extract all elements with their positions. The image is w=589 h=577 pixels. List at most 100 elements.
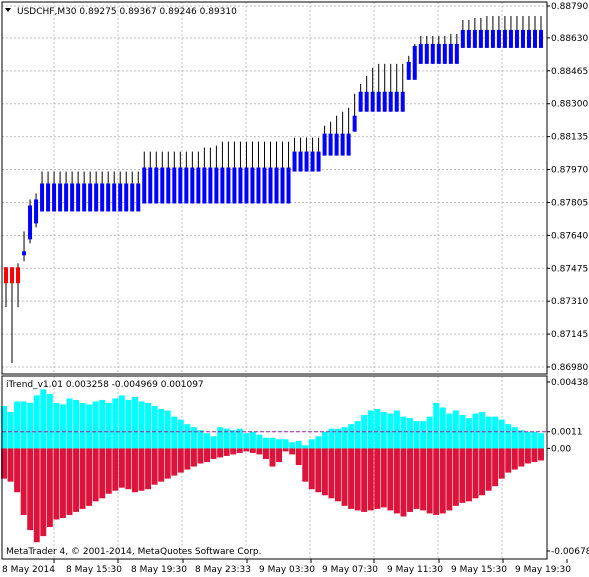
candle-body (214, 167, 219, 204)
candle (226, 141, 231, 204)
histogram-bar-negative (190, 448, 197, 467)
histogram-bar-positive (459, 415, 466, 449)
candle-body (490, 29, 495, 48)
histogram-bar-positive (505, 424, 512, 449)
histogram-bar-positive (407, 418, 413, 449)
indicator-pane[interactable]: 0.004386 0.0011 0.00 -0.006782 iTrend_v1.01… (1, 375, 589, 560)
histogram-bar-negative (276, 448, 283, 462)
candle-body (160, 167, 165, 204)
histogram-bar-negative (452, 448, 459, 506)
price-label: 0.87310 (551, 297, 588, 307)
histogram-bar-negative (439, 448, 446, 514)
histogram-bar-negative (459, 448, 466, 503)
histogram-bar-positive (112, 398, 119, 449)
histogram-bar-negative (66, 448, 73, 515)
price-pane[interactable]: 0.88790 0.88630 0.88465 0.88300 0.88135 0.879… (1, 1, 588, 375)
indicator-pane-frame (1, 375, 548, 560)
candle (70, 171, 75, 212)
histogram-bar-negative (262, 448, 269, 459)
histogram-bar-negative (407, 448, 413, 512)
candle-body (274, 167, 279, 204)
histogram-bar-positive (374, 409, 381, 449)
candle (46, 171, 51, 212)
histogram-bar-positive (328, 428, 335, 449)
candle-body (232, 167, 237, 204)
histogram-bar-negative (433, 448, 440, 515)
candle (388, 63, 393, 112)
histogram-bar-positive (40, 389, 47, 449)
indicator-title: iTrend_v1.01 0.003258 -0.004969 0.001097 (6, 380, 204, 390)
time-label: 8 May 23:33 (195, 565, 251, 575)
candle (10, 267, 15, 364)
candle (190, 151, 195, 204)
price-label: 0.87805 (551, 198, 588, 208)
histogram-bar-negative (289, 448, 296, 455)
histogram-bar-negative (14, 448, 21, 493)
histogram-bar-negative (367, 448, 374, 511)
candle (28, 199, 33, 244)
candle (292, 137, 297, 172)
candle-body (394, 91, 399, 112)
candle-body (364, 91, 369, 112)
candle-body (514, 29, 519, 48)
candle-body (130, 183, 135, 212)
candle (472, 17, 477, 48)
histogram-bar-positive (223, 428, 230, 449)
candle (466, 19, 471, 48)
candle (184, 151, 189, 204)
candle (418, 35, 423, 64)
histogram-bar-positive (518, 430, 525, 449)
histogram-bar-negative (511, 448, 518, 470)
histogram-bar-positive (230, 430, 237, 449)
histogram-bar-positive (164, 410, 171, 449)
histogram-bar-negative (151, 448, 158, 485)
candle (436, 35, 441, 64)
histogram-bar-negative (125, 448, 132, 490)
histogram-bar-negative (393, 448, 400, 514)
histogram-bar-negative (53, 448, 60, 520)
histogram-bar-positive (86, 404, 93, 449)
candle-body (280, 167, 285, 204)
indicator-label: 0.004386 (551, 378, 589, 388)
candle-body (100, 183, 105, 212)
candle-body (112, 183, 117, 212)
candle-body (430, 43, 435, 64)
candle-body (76, 183, 81, 212)
histogram-bar-positive (46, 393, 53, 449)
histogram-bar-negative (269, 448, 276, 467)
candle-body (502, 29, 507, 48)
histogram-bar-negative (315, 448, 322, 493)
indicator-axis: 0.004386 0.0011 0.00 -0.006782 (547, 378, 589, 557)
histogram-bar-positive (348, 424, 355, 449)
candle (22, 231, 27, 262)
price-label: 0.87475 (551, 264, 588, 274)
dropdown-triangle-icon[interactable] (5, 8, 11, 12)
price-axis: 0.88790 0.88630 0.88465 0.88300 0.88135 0.879… (547, 2, 588, 373)
histogram-bar-positive (452, 410, 459, 449)
candle-body (316, 151, 321, 172)
candle (40, 171, 45, 212)
candle (76, 171, 81, 212)
histogram-bar-negative (531, 448, 538, 462)
histogram-bar-positive (27, 402, 34, 449)
histogram-bar-positive (171, 416, 178, 449)
histogram-bar-positive (210, 436, 217, 449)
candle (370, 67, 375, 112)
candle-body (436, 43, 441, 64)
candle-body (70, 183, 75, 212)
candle (124, 171, 129, 212)
candle-body (448, 43, 453, 64)
candle-body (382, 91, 387, 112)
candle (520, 15, 525, 48)
histogram-bar-negative (59, 448, 66, 518)
histogram-bar-negative (145, 448, 152, 490)
histogram-bar-positive (105, 402, 112, 449)
histogram-bar-negative (184, 448, 191, 470)
price-label: 0.86980 (551, 363, 588, 373)
histogram-bar-positive (413, 421, 420, 449)
candle (274, 141, 279, 204)
candle (358, 83, 363, 112)
candle (376, 63, 381, 112)
candle-body (442, 43, 447, 64)
